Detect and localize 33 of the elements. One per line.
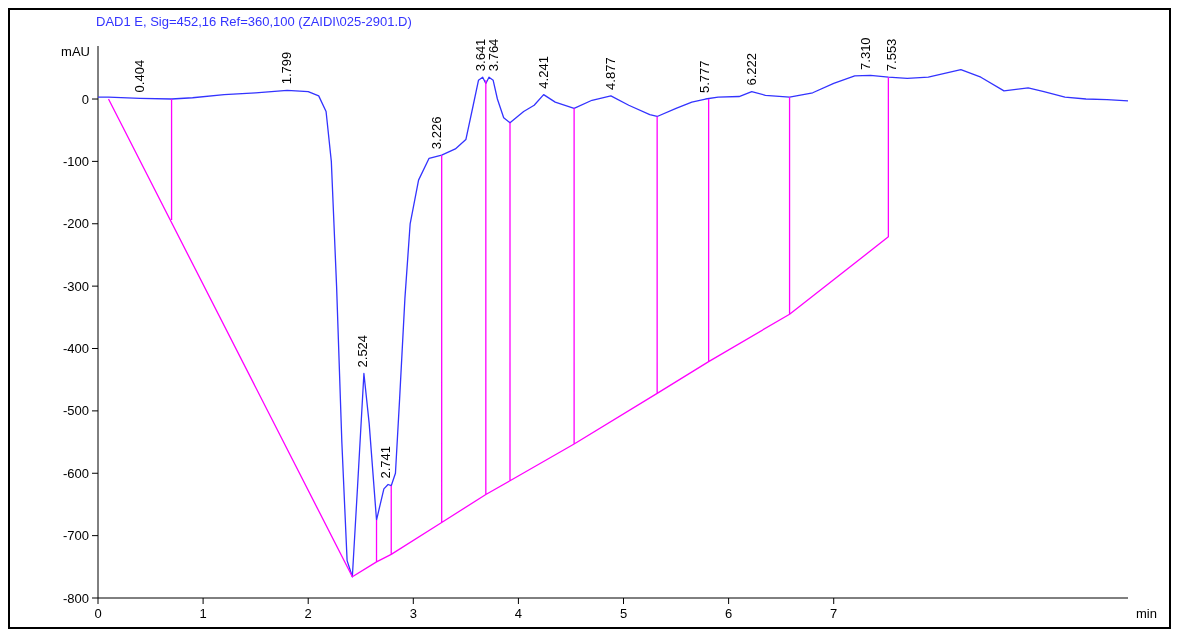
annotation: 7.553 <box>883 38 899 72</box>
y-tick-label: -300 <box>62 278 89 294</box>
x-tick-label: 3 <box>409 606 417 621</box>
annotation: 6.222 <box>743 52 759 86</box>
y-tick-label: -200 <box>62 216 89 232</box>
x-tick-label: 5 <box>619 606 628 621</box>
x-tick-label: 7 <box>830 606 838 621</box>
y-tick-label: -600 <box>62 465 89 481</box>
chart-title: DAD1 E, Sig=452,16 Ref=360,100 (ZAIDI\025-2901.D) <box>96 14 412 29</box>
annotation: 5.777 <box>697 60 713 94</box>
x-tick-label: 1 <box>199 606 207 621</box>
annotation: 2.741 <box>378 445 394 479</box>
annotation: 3.641 <box>472 38 488 72</box>
annotation: 0.404 <box>132 59 148 93</box>
annotation: 7.310 <box>858 37 874 70</box>
x-tick-label: 2 <box>304 606 312 621</box>
x-tick-label: 6 <box>725 606 733 621</box>
y-tick-label: -500 <box>62 403 89 419</box>
annotation: 4.877 <box>602 57 618 90</box>
y-tick-label: -800 <box>62 590 89 606</box>
annotation: 1.799 <box>279 51 295 85</box>
y-tick-label: 0 <box>81 91 89 107</box>
x-tick-label: 4 <box>514 606 523 621</box>
y-tick-label: -700 <box>62 528 89 544</box>
x-axis-title: min <box>1136 606 1157 621</box>
x-tick-label: 0 <box>94 606 102 621</box>
annotation: 4.241 <box>535 56 551 89</box>
annotation: 3.764 <box>485 38 501 72</box>
y-axis-title: mAU <box>61 44 90 59</box>
y-tick-label: -100 <box>62 153 89 169</box>
annotation: 3.226 <box>429 116 445 150</box>
y-tick-label: -400 <box>62 341 89 357</box>
annotation: 2.524 <box>355 334 371 368</box>
